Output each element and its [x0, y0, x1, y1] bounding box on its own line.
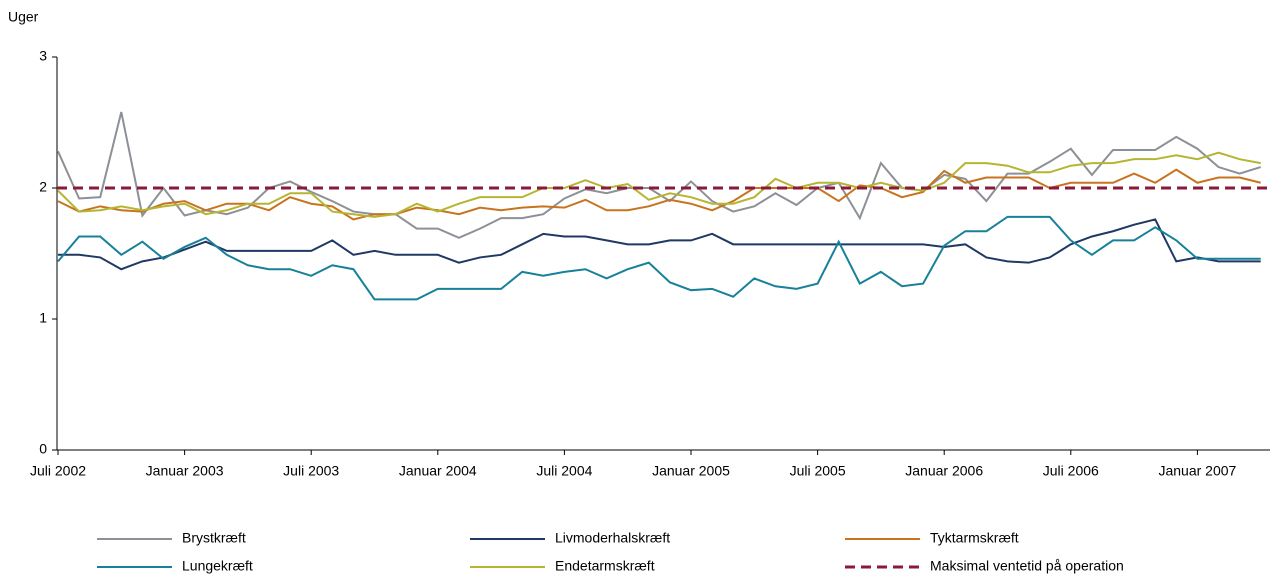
legend-label: Brystkræft [182, 530, 246, 546]
y-tick-label: 2 [39, 179, 47, 195]
legend-label: Livmoderhalskræft [555, 530, 670, 546]
x-tick-label: Juli 2005 [790, 463, 846, 479]
y-tick-label: 1 [39, 310, 47, 326]
y-tick-label: 0 [39, 441, 47, 457]
x-tick-label: Juli 2003 [283, 463, 339, 479]
series-line [57, 111, 1261, 239]
series-line [57, 215, 1261, 301]
series-line [58, 218, 1261, 271]
x-tick-label: Juli 2004 [536, 463, 592, 479]
x-tick-label: Januar 2003 [146, 463, 224, 479]
y-tick-label: 3 [39, 48, 47, 64]
x-tick-label: Januar 2004 [399, 463, 477, 479]
legend-label: Tyktarmskræft [930, 530, 1019, 546]
x-tick-label: Januar 2007 [1158, 463, 1236, 479]
y-axis-label: Uger [8, 9, 39, 25]
legend-label: Endetarmskræft [555, 558, 655, 574]
series-line [57, 151, 1261, 218]
x-tick-label: Januar 2005 [652, 463, 730, 479]
x-tick-label: Juli 2006 [1043, 463, 1099, 479]
x-tick-label: Juli 2002 [30, 463, 86, 479]
legend-label: Lungekræft [182, 558, 253, 574]
series-line [57, 168, 1261, 221]
legend-label: Maksimal ventetid på operation [930, 558, 1124, 574]
x-tick-label: Januar 2006 [905, 463, 983, 479]
